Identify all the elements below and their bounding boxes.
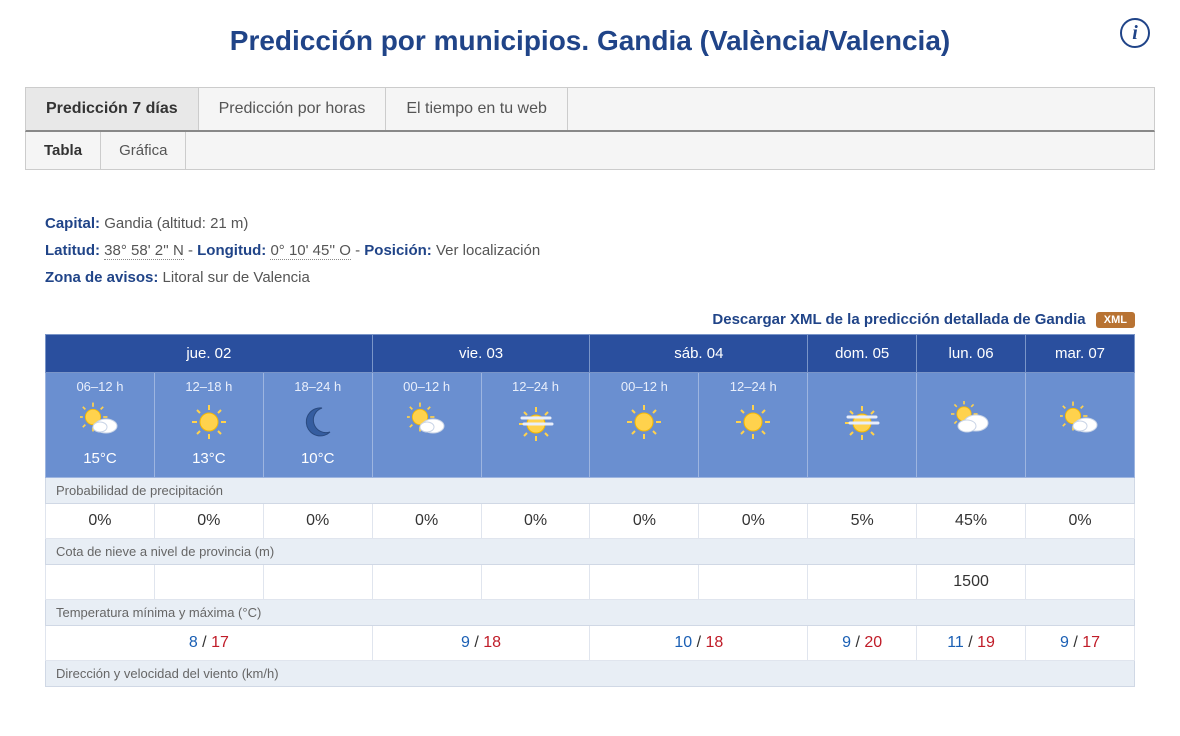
- latitude-value: 38° 58' 2'' N: [104, 242, 184, 260]
- temp-range: 11 / 19: [917, 626, 1026, 661]
- temp-label: Temperatura mínima y máxima (°C): [46, 600, 1135, 626]
- precip-value: 0%: [699, 504, 808, 539]
- hour-label: 18–24 h: [266, 379, 370, 394]
- current-temp: 15°C: [48, 450, 152, 467]
- snow-value: [808, 565, 917, 600]
- day-header: sáb. 04: [590, 335, 808, 373]
- download-row: Descargar XML de la predicción detallada…: [45, 311, 1135, 328]
- view-tabs: Tabla Gráfica: [25, 132, 1155, 170]
- sun-icon: [189, 402, 229, 442]
- xml-badge[interactable]: XML: [1096, 312, 1135, 328]
- moon-icon: [298, 402, 338, 442]
- download-xml-link[interactable]: Descargar XML de la predicción detallada…: [712, 311, 1085, 328]
- hour-label: 12–24 h: [484, 379, 588, 394]
- snow-value: [46, 565, 155, 600]
- info-icon[interactable]: i: [1120, 18, 1150, 48]
- wind-label: Dirección y velocidad del viento (km/h): [46, 661, 1135, 687]
- hour-label: 06–12 h: [48, 379, 152, 394]
- sun-fog-icon: [516, 402, 556, 442]
- precip-value: 0%: [263, 504, 372, 539]
- longitude-value: 0° 10' 45'' O: [270, 242, 350, 260]
- precip-value: 0%: [590, 504, 699, 539]
- subtab-table[interactable]: Tabla: [26, 132, 101, 169]
- capital-value: Gandia (altitud: 21 m): [104, 215, 248, 232]
- day-header: mar. 07: [1026, 335, 1135, 373]
- sun-icon: [733, 402, 773, 442]
- snow-value: 1500: [917, 565, 1026, 600]
- precip-value: 0%: [154, 504, 263, 539]
- precip-label: Probabilidad de precipitación: [46, 478, 1135, 504]
- subtab-chart[interactable]: Gráfica: [101, 132, 186, 169]
- snow-label: Cota de nieve a nivel de provincia (m): [46, 539, 1135, 565]
- snow-value: [481, 565, 590, 600]
- forecast-slot: [808, 373, 917, 478]
- page-title: Predicción por municipios. Gandia (Valèn…: [25, 25, 1155, 57]
- tab-hourly[interactable]: Predicción por horas: [199, 88, 387, 130]
- sun-cloud-icon: [407, 402, 447, 442]
- alert-zone-value: Litoral sur de Valencia: [163, 269, 310, 286]
- position-link[interactable]: Ver localización: [436, 242, 540, 259]
- forecast-slot: [917, 373, 1026, 478]
- temp-range: 9 / 20: [808, 626, 917, 661]
- longitude-label: Longitud:: [197, 242, 266, 259]
- temp-range: 10 / 18: [590, 626, 808, 661]
- snow-value: [590, 565, 699, 600]
- temp-range: 9 / 18: [372, 626, 590, 661]
- precip-value: 45%: [917, 504, 1026, 539]
- snow-value: [699, 565, 808, 600]
- sun-fog-icon: [842, 401, 882, 441]
- sun-cloud-icon: [80, 402, 120, 442]
- snow-value: [154, 565, 263, 600]
- position-label: Posición:: [364, 242, 432, 259]
- sun-icon: [624, 402, 664, 442]
- temp-range: 8 / 17: [46, 626, 373, 661]
- forecast-slot: 18–24 h 10°C: [263, 373, 372, 478]
- hour-label: 00–12 h: [375, 379, 479, 394]
- forecast-slot: 12–24 h: [481, 373, 590, 478]
- tab-7-days[interactable]: Predicción 7 días: [26, 88, 199, 130]
- forecast-slot: 00–12 h: [372, 373, 481, 478]
- tab-widget[interactable]: El tiempo en tu web: [386, 88, 568, 130]
- sun-cloud-icon: [1060, 401, 1100, 441]
- temp-range: 9 / 17: [1026, 626, 1135, 661]
- forecast-slot: 00–12 h: [590, 373, 699, 478]
- precip-value: 0%: [372, 504, 481, 539]
- snow-value: [263, 565, 372, 600]
- current-temp: 10°C: [266, 450, 370, 467]
- location-meta: Capital: Gandia (altitud: 21 m) Latitud:…: [45, 210, 1135, 291]
- primary-tabs: Predicción 7 días Predicción por horas E…: [25, 87, 1155, 132]
- day-header: jue. 02: [46, 335, 373, 373]
- forecast-slot: 06–12 h 15°C: [46, 373, 155, 478]
- current-temp: 13°C: [157, 450, 261, 467]
- latitude-label: Latitud:: [45, 242, 100, 259]
- precip-value: 0%: [46, 504, 155, 539]
- forecast-slot: 12–18 h 13°C: [154, 373, 263, 478]
- hour-label: 12–24 h: [701, 379, 805, 394]
- sun-clouds-icon: [951, 401, 991, 441]
- alert-zone-label: Zona de avisos:: [45, 269, 158, 286]
- hour-label: 00–12 h: [592, 379, 696, 394]
- forecast-slot: [1026, 373, 1135, 478]
- precip-value: 5%: [808, 504, 917, 539]
- snow-value: [1026, 565, 1135, 600]
- precip-value: 0%: [1026, 504, 1135, 539]
- snow-value: [372, 565, 481, 600]
- day-header: lun. 06: [917, 335, 1026, 373]
- forecast-slot: 12–24 h: [699, 373, 808, 478]
- capital-label: Capital:: [45, 215, 100, 232]
- forecast-table: jue. 02 vie. 03 sáb. 04 dom. 05 lun. 06 …: [45, 334, 1135, 687]
- day-header: dom. 05: [808, 335, 917, 373]
- precip-value: 0%: [481, 504, 590, 539]
- day-header: vie. 03: [372, 335, 590, 373]
- hour-label: 12–18 h: [157, 379, 261, 394]
